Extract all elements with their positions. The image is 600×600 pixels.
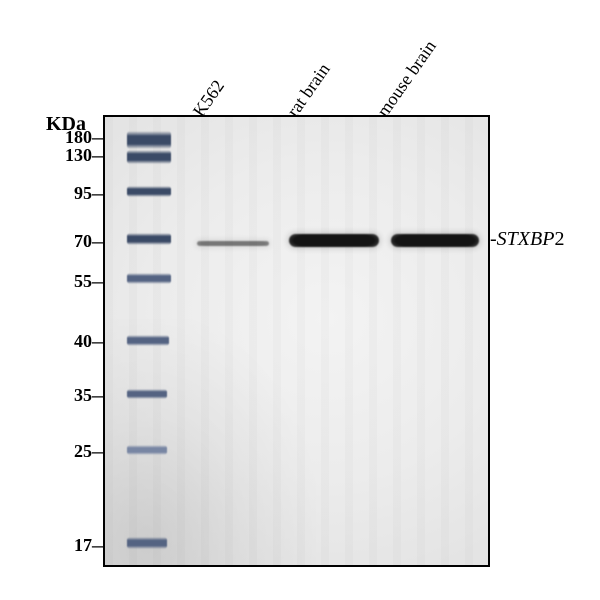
ladder-band xyxy=(127,186,171,197)
sample-band xyxy=(197,241,269,246)
lane-label: rat brain xyxy=(283,59,335,121)
mw-tick: 40— xyxy=(0,332,110,350)
mw-tick: 17— xyxy=(0,536,110,554)
figure-canvas: KDa 180—130—95—70—55—40—35—25—17— K562ra… xyxy=(0,0,600,600)
ladder-band xyxy=(127,131,171,149)
mw-tick: 55— xyxy=(0,272,110,290)
mw-tick: 95— xyxy=(0,184,110,202)
mw-tick: 25— xyxy=(0,442,110,460)
ladder-band xyxy=(127,150,171,164)
protein-suffix: 2 xyxy=(554,228,564,250)
ladder-band xyxy=(127,335,169,346)
ladder-band xyxy=(127,389,167,399)
protein-name: STXBP xyxy=(497,228,555,250)
ladder-band xyxy=(127,233,171,245)
ladder-band xyxy=(127,273,171,284)
mw-tick: 130— xyxy=(0,146,110,164)
sample-band xyxy=(289,234,379,247)
ladder-band xyxy=(127,445,167,455)
mw-tick: 35— xyxy=(0,386,110,404)
lane-label: mouse brain xyxy=(373,36,441,121)
ladder-band xyxy=(127,537,167,549)
protein-label: -STXBP2 xyxy=(490,228,564,251)
mw-tick: 70— xyxy=(0,232,110,250)
sample-band xyxy=(391,234,479,247)
mw-tick: 180— xyxy=(0,128,110,146)
protein-label-dash: - xyxy=(490,228,497,250)
blot-frame xyxy=(103,115,490,567)
